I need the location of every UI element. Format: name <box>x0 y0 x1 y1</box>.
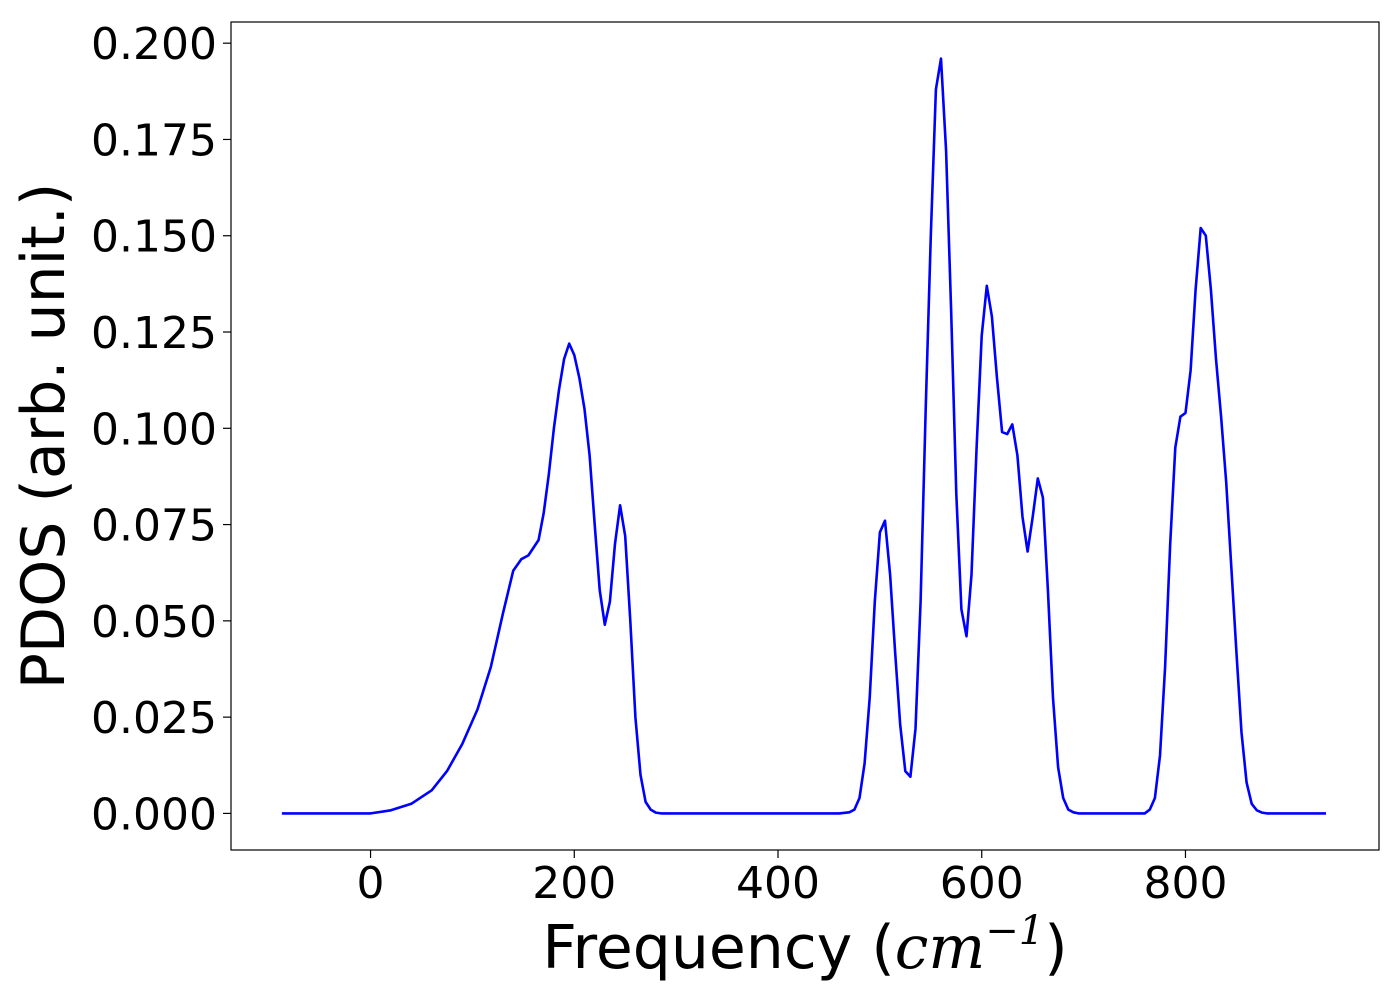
y-tick-label: 0.075 <box>91 501 217 552</box>
y-tick-label: 0.125 <box>91 308 217 359</box>
y-tick-label: 0.200 <box>91 19 217 70</box>
x-axis-label-exponent: −1 <box>985 908 1044 954</box>
x-axis-ticks: 0 200 400 600 800 <box>357 850 1227 909</box>
x-axis-label-text: Frequency ( <box>542 913 894 983</box>
x-axis-label-unit: cm <box>895 913 986 983</box>
y-tick-label: 0.025 <box>91 693 217 744</box>
x-axis-label-close: ) <box>1044 913 1067 983</box>
x-axis-label: Frequency (cm−1) <box>542 908 1067 983</box>
y-tick-label: 0.000 <box>91 789 217 840</box>
y-tick-label: 0.150 <box>91 212 217 263</box>
x-tick-label: 400 <box>736 858 820 909</box>
y-tick-label: 0.175 <box>91 115 217 166</box>
y-tick-label: 0.100 <box>91 404 217 455</box>
y-axis-label: PDOS (arb. unit.) <box>9 183 79 690</box>
y-axis-ticks: 0.000 0.025 0.050 0.075 0.100 0.125 0.150 0.175… <box>91 19 231 840</box>
pdos-series-line <box>281 57 1326 815</box>
plot-frame <box>230 21 1380 851</box>
y-tick-label: 0.050 <box>91 597 217 648</box>
x-tick-label: 800 <box>1143 858 1227 909</box>
x-tick-label: 0 <box>357 858 385 909</box>
x-tick-label: 600 <box>940 858 1024 909</box>
x-tick-label: 200 <box>532 858 616 909</box>
